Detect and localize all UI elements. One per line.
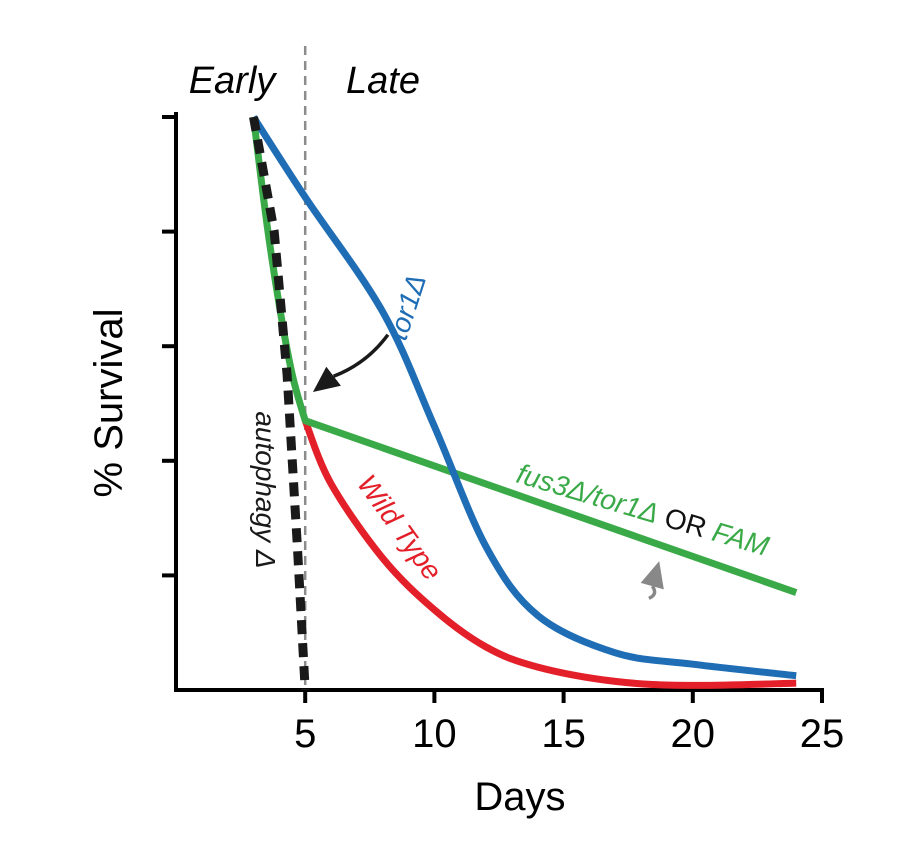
arrow-to-fus3-curve xyxy=(312,333,390,393)
x-tick-label: 25 xyxy=(800,712,845,756)
series-line-tor1 xyxy=(250,115,797,680)
series-label-part: FAM xyxy=(709,516,773,562)
chart-text: Days % Survival Early Late xyxy=(87,60,566,819)
plot-area: 5 10 15 20 25 xyxy=(162,46,844,756)
arrow-shaft xyxy=(648,585,657,600)
series-line-autophagy xyxy=(249,116,310,691)
series-label-tor1: tor1Δ xyxy=(382,270,432,343)
x-tick-label: 20 xyxy=(671,712,716,756)
late-phase-label: Late xyxy=(346,60,420,102)
x-tick-label: 5 xyxy=(294,712,316,756)
x-tick-label: 15 xyxy=(541,712,586,756)
early-phase-label: Early xyxy=(189,60,278,102)
x-tick-label: 10 xyxy=(412,712,457,756)
series-label-wild-type: Wild Type xyxy=(351,469,448,586)
arrow-head xyxy=(312,366,341,393)
series-line-wild-type xyxy=(301,419,797,689)
x-axis-label: Days xyxy=(474,775,565,819)
series-label-part: OR xyxy=(654,500,718,546)
arrow-shaft xyxy=(332,333,390,378)
y-axis-label: % Survival xyxy=(87,309,131,498)
arrow-head xyxy=(640,561,664,590)
arrow-tor1-up xyxy=(640,561,664,600)
series-label-autophagy: autophagy Δ xyxy=(250,411,281,568)
